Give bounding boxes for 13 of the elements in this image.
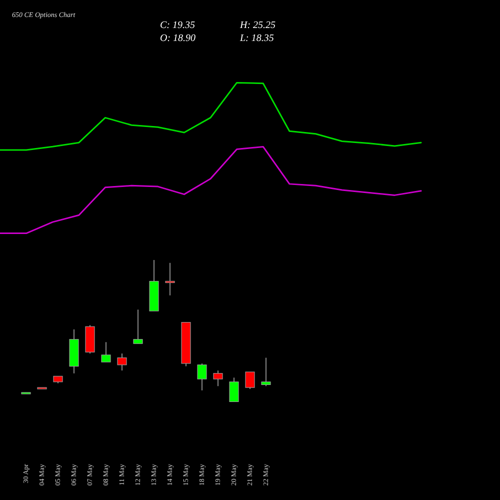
candlestick [117, 353, 127, 372]
candlestick [165, 262, 175, 296]
candlestick [229, 377, 239, 402]
text: L: 18.35 [239, 33, 274, 44]
text: H: 25.25 [239, 20, 276, 31]
text: O: 18.90 [160, 33, 196, 44]
candlestick [133, 309, 143, 344]
candlestick [197, 362, 207, 391]
candlestick [101, 342, 111, 363]
candlestick [245, 371, 255, 390]
candlestick [213, 370, 223, 387]
text: C: 19.35 [160, 20, 195, 31]
candlestick [261, 357, 271, 387]
